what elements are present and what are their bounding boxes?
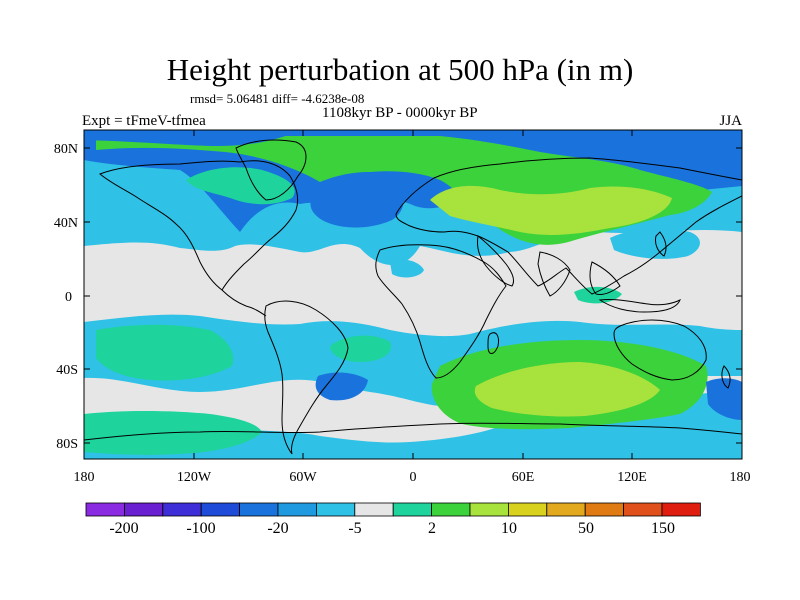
colorbar-labels: -200 -100 -20 -5 2 10 50 150 bbox=[109, 520, 675, 537]
lon-tick-0: 0 bbox=[410, 470, 417, 485]
colorbar-box bbox=[392, 502, 433, 517]
indonesia-outline bbox=[598, 298, 681, 313]
africa-outline bbox=[375, 244, 507, 379]
colorbar-label-2: 2 bbox=[428, 520, 436, 537]
contour-south-blue-ocean bbox=[315, 372, 368, 401]
colorbar-label-neg5: -5 bbox=[348, 520, 361, 537]
contour-north-yellowgreen-core bbox=[430, 185, 672, 235]
colorbar-box bbox=[277, 502, 317, 517]
europe-asia-outline bbox=[395, 157, 742, 295]
colorbar-box bbox=[162, 502, 202, 517]
map-plot-area bbox=[84, 130, 742, 459]
antarctica-outline bbox=[84, 422, 742, 441]
colorbar-label-10: 10 bbox=[501, 520, 517, 537]
colorbar-label-150: 150 bbox=[651, 520, 675, 537]
colorbar-box bbox=[239, 502, 279, 517]
colorbar-box bbox=[124, 502, 164, 517]
rmsd-diff-stats: rmsd= 5.06481 diff= -4.6238e-08 bbox=[190, 91, 365, 106]
lat-tick-80n: 80N bbox=[54, 142, 78, 157]
colorbar-box bbox=[507, 502, 548, 517]
colorbar bbox=[85, 502, 701, 517]
lat-tick-40n: 40N bbox=[54, 216, 78, 231]
season-label: JJA bbox=[719, 113, 742, 129]
time-period-label: 1108kyr BP - 0000kyr BP bbox=[322, 105, 478, 121]
contour-westpacific-cyan bbox=[610, 228, 700, 259]
colorbar-box bbox=[354, 502, 394, 517]
contour-arctic-blue bbox=[84, 130, 300, 146]
lon-tick-120w: 120W bbox=[177, 470, 212, 485]
colorbar-label-neg20: -20 bbox=[267, 520, 288, 537]
lon-tick-60e: 60E bbox=[512, 470, 535, 485]
south-america-outline bbox=[264, 300, 349, 455]
lon-tick-60w: 60W bbox=[289, 470, 317, 485]
contour-south-yellowgreen-core bbox=[474, 362, 660, 417]
latitude-axis: 80N 40N 0 40S 80S bbox=[54, 142, 742, 452]
central-america-outline bbox=[221, 289, 267, 317]
new-zealand-outline bbox=[721, 365, 731, 389]
colorbar-box bbox=[85, 502, 125, 517]
colorbar-label-50: 50 bbox=[578, 520, 594, 537]
greenland-outline bbox=[235, 139, 307, 201]
experiment-label: Expt = tFmeV-tfmea bbox=[82, 113, 206, 129]
australia-outline bbox=[613, 319, 707, 381]
colorbar-box bbox=[200, 502, 240, 517]
colorbar-label-neg200: -200 bbox=[109, 520, 138, 537]
colorbar-box bbox=[315, 502, 356, 517]
contour-south-blue-pacific bbox=[706, 378, 742, 420]
lon-tick-180-west: 180 bbox=[74, 470, 95, 485]
colorbar-box bbox=[469, 502, 509, 517]
southeast-asia-outline bbox=[589, 261, 621, 295]
colorbar-box bbox=[584, 502, 625, 517]
lat-tick-0: 0 bbox=[65, 290, 72, 305]
india-outline bbox=[537, 251, 571, 297]
madagascar-outline bbox=[487, 332, 499, 354]
colorbar-box bbox=[431, 502, 471, 517]
lat-tick-40s: 40S bbox=[56, 363, 78, 378]
japan-outline bbox=[655, 231, 667, 257]
colorbar-box bbox=[661, 502, 701, 517]
colorbar-label-neg100: -100 bbox=[186, 520, 215, 537]
contour-tropical-cyan-blob bbox=[390, 259, 424, 278]
arabia-outline bbox=[477, 235, 515, 287]
contour-south-green-band bbox=[96, 324, 234, 381]
map-title: Height perturbation at 500 hPa (in m) bbox=[166, 52, 634, 87]
continent-outlines bbox=[84, 139, 742, 455]
lon-tick-120e: 120E bbox=[617, 470, 647, 485]
colorbar-box bbox=[623, 502, 663, 517]
lat-tick-80s: 80S bbox=[56, 437, 78, 452]
contour-south-green-atlantic bbox=[330, 335, 391, 362]
lon-tick-180-east: 180 bbox=[730, 470, 751, 485]
colorbar-box bbox=[546, 502, 586, 517]
contour-atlantic-blue-low bbox=[310, 179, 404, 228]
north-america-outline bbox=[99, 160, 299, 291]
longitude-axis: 180 120W 60W 0 60E 120E 180 bbox=[74, 130, 751, 485]
contour-north-green-sector bbox=[186, 167, 295, 205]
